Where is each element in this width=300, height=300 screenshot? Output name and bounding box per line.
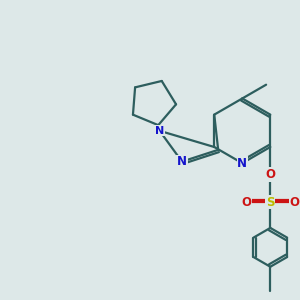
- Text: N: N: [155, 126, 164, 136]
- Text: S: S: [266, 196, 275, 208]
- Text: O: O: [265, 168, 275, 181]
- Text: N: N: [237, 157, 247, 170]
- Text: O: O: [241, 196, 251, 208]
- Text: O: O: [290, 196, 300, 208]
- Text: N: N: [177, 155, 187, 168]
